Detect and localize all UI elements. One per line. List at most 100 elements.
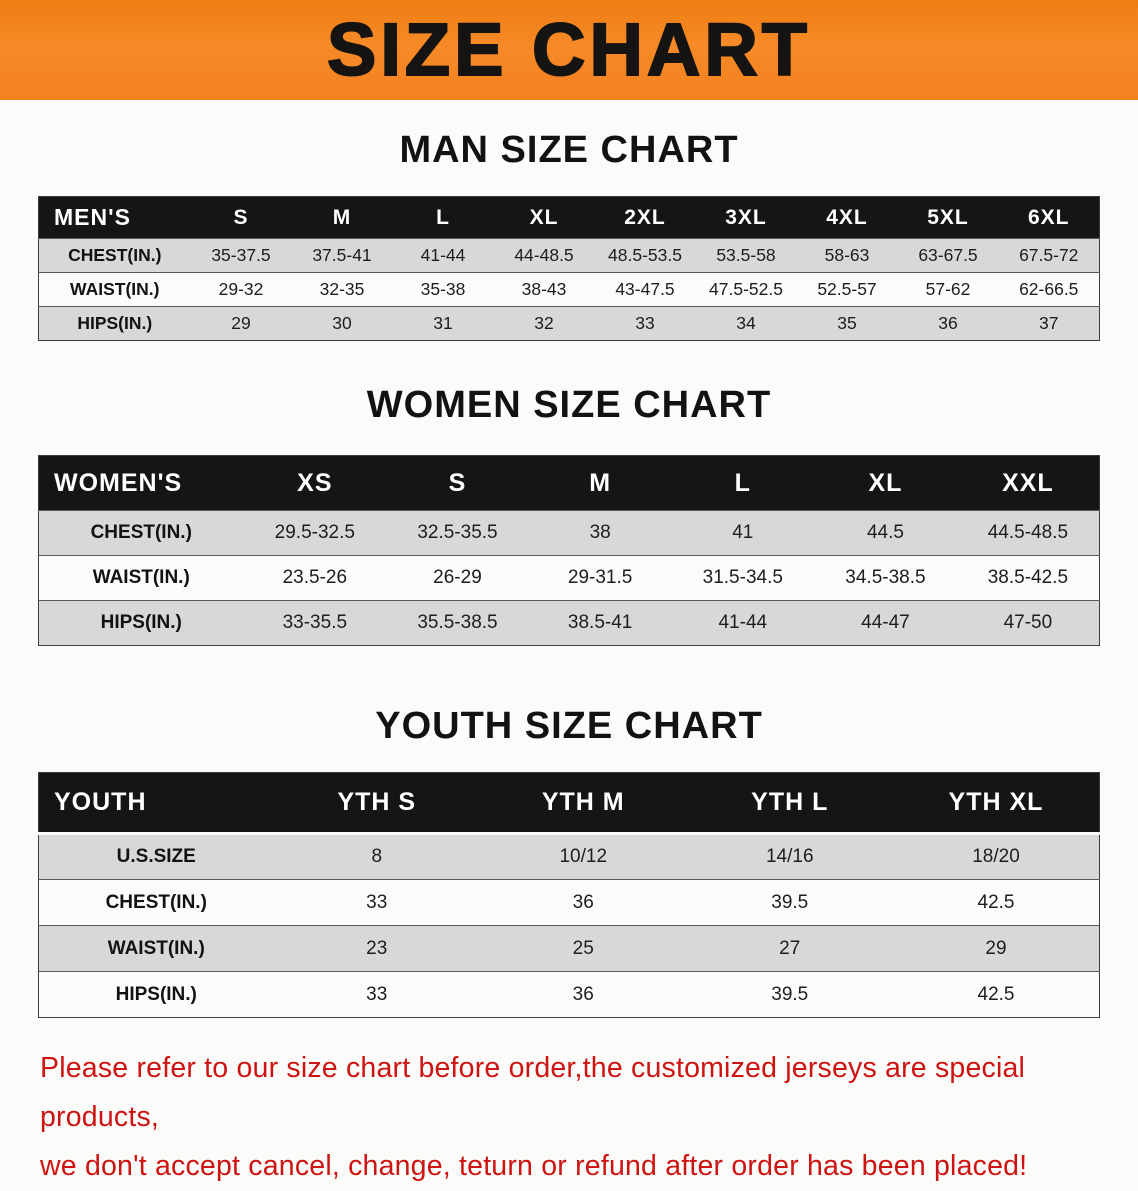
disclaimer: Please refer to our size chart before or…	[40, 1044, 1138, 1191]
men-value-cell: 44-48.5	[514, 245, 574, 265]
women-value-cell: 44.5-48.5	[987, 522, 1069, 543]
women-value-cell: 38	[589, 522, 611, 543]
men-row: CHEST(IN.) 35-37.5 37.5-41 41-44 44-48.5 48.5…	[38, 238, 1100, 273]
women-header-cell: S	[386, 455, 529, 511]
youth-heading: YOUTH SIZE CHART	[375, 705, 763, 747]
women-value-cell: 26-29	[433, 567, 482, 588]
women-value-cell: 29.5-32.5	[274, 522, 355, 543]
women-header-cell: XL	[814, 455, 957, 511]
youth-row: U.S.SIZE 8 10/12 14/16 18/20	[38, 833, 1100, 880]
men-value-cell: 35	[837, 313, 857, 333]
men-header-cell: S	[190, 196, 292, 239]
men-value-cell: 31	[433, 313, 453, 333]
men-heading: MAN SIZE CHART	[399, 129, 739, 171]
men-header-cell: 6XL	[998, 196, 1100, 239]
youth-value-cell: 39.5	[771, 891, 809, 913]
women-value-cell: 29-31.5	[567, 567, 633, 588]
youth-value-cell: 33	[366, 983, 388, 1005]
youth-value-cell: 8	[371, 846, 383, 867]
men-value-cell: 48.5-53.5	[608, 245, 682, 265]
youth-value-cell: 25	[572, 937, 594, 959]
men-row-label: HIPS(IN.)	[77, 313, 153, 333]
men-value-cell: 35-38	[420, 279, 466, 299]
youth-value-cell: 36	[572, 983, 594, 1005]
women-value-cell: 35.5-38.5	[417, 612, 498, 633]
women-value-cell: 32.5-35.5	[417, 522, 498, 543]
men-value-cell: 62-66.5	[1019, 279, 1079, 299]
men-value-cell: 32	[534, 313, 554, 333]
women-row: WAIST(IN.) 23.5-26 26-29 29-31.5 31.5-34.5 34…	[38, 555, 1100, 601]
men-header-label: MEN'S	[38, 196, 191, 239]
youth-value-cell: 36	[572, 891, 594, 913]
youth-value-cell: 10/12	[559, 846, 608, 867]
men-section: MAN SIZE CHART MEN'S S M L XL 2XL 3XL 4XL 5XL 6XL…	[0, 128, 1138, 341]
youth-value-cell: 42.5	[977, 891, 1015, 913]
men-value-cell: 29	[231, 313, 251, 333]
men-header-cell: M	[291, 196, 393, 239]
men-value-cell: 36	[938, 313, 958, 333]
men-value-cell: 38-43	[521, 279, 567, 299]
men-value-cell: 35-37.5	[211, 245, 271, 265]
youth-row-label: WAIST(IN.)	[107, 937, 205, 959]
youth-value-cell: 18/20	[972, 846, 1020, 867]
women-value-cell: 31.5-34.5	[702, 567, 783, 588]
men-header-cell: L	[392, 196, 494, 239]
disclaimer-line-2: we don't accept cancel, change, teturn o…	[40, 1150, 1028, 1182]
men-row: HIPS(IN.) 29 30 31 32 33 34 35 36 37	[38, 306, 1100, 341]
women-value-cell: 38.5-42.5	[987, 567, 1069, 588]
men-value-cell: 37	[1039, 313, 1059, 333]
women-section: WOMEN SIZE CHART WOMEN'S XS S M L XL XXL CHEST…	[0, 383, 1138, 646]
banner-title: SIZE CHART	[326, 8, 811, 91]
men-size-table: MEN'S S M L XL 2XL 3XL 4XL 5XL 6XL CHEST(IN.) 35-3…	[38, 196, 1100, 341]
youth-size-table: YOUTH YTH S YTH M YTH L YTH XL U.S.SIZE 8 10/1…	[38, 772, 1100, 1018]
men-value-cell: 41-44	[420, 245, 466, 265]
men-header-cell: 2XL	[594, 196, 696, 239]
youth-value-cell: 39.5	[771, 983, 809, 1005]
disclaimer-line-1: Please refer to our size chart before or…	[40, 1052, 1026, 1133]
women-value-cell: 38.5-41	[567, 612, 633, 633]
women-header-cell: XS	[243, 455, 387, 511]
youth-header-cell: YTH S	[273, 772, 480, 834]
youth-header-cell: YTH M	[480, 772, 687, 834]
men-value-cell: 53.5-58	[716, 245, 776, 265]
women-size-table: WOMEN'S XS S M L XL XXL CHEST(IN.) 29.5-32.5 32.…	[38, 455, 1100, 646]
youth-value-cell: 33	[366, 891, 388, 913]
youth-table-body: U.S.SIZE 8 10/12 14/16 18/20 CHEST(IN.) 33 36 39…	[38, 833, 1100, 1018]
men-value-cell: 63-67.5	[918, 245, 978, 265]
men-table-body: CHEST(IN.) 35-37.5 37.5-41 41-44 44-48.5 48.5…	[38, 238, 1100, 341]
women-row: HIPS(IN.) 33-35.5 35.5-38.5 38.5-41 41-44 44-…	[38, 600, 1100, 646]
women-row-label: CHEST(IN.)	[90, 522, 192, 543]
youth-header-label: YOUTH	[38, 772, 274, 834]
men-value-cell: 30	[332, 313, 352, 333]
men-value-cell: 32-35	[319, 279, 365, 299]
banner: SIZE CHART	[0, 0, 1138, 100]
youth-row: WAIST(IN.) 23 25 27 29	[38, 925, 1100, 972]
men-value-cell: 37.5-41	[312, 245, 372, 265]
men-value-cell: 34	[736, 313, 756, 333]
women-value-cell: 44.5	[866, 522, 904, 543]
women-table-body: CHEST(IN.) 29.5-32.5 32.5-35.5 38 41 44.5 44.5…	[38, 510, 1100, 646]
men-row-label: CHEST(IN.)	[68, 245, 162, 265]
women-heading: WOMEN SIZE CHART	[366, 384, 772, 426]
men-row: WAIST(IN.) 29-32 32-35 35-38 38-43 43-47.5 47.…	[38, 272, 1100, 307]
men-header-cell: XL	[493, 196, 595, 239]
men-value-cell: 57-62	[925, 279, 971, 299]
youth-row-label: HIPS(IN.)	[115, 983, 197, 1005]
men-value-cell: 29-32	[218, 279, 264, 299]
men-header-cell: 3XL	[695, 196, 797, 239]
youth-value-cell: 42.5	[977, 983, 1015, 1005]
men-value-cell: 67.5-72	[1019, 245, 1079, 265]
youth-header-row: YOUTH YTH S YTH M YTH L YTH XL	[38, 772, 1100, 834]
women-header-label: WOMEN'S	[38, 455, 244, 511]
men-value-cell: 47.5-52.5	[709, 279, 783, 299]
women-row-label: HIPS(IN.)	[100, 612, 182, 633]
women-value-cell: 47-50	[1003, 612, 1053, 633]
women-value-cell: 44-47	[861, 612, 910, 633]
youth-section: YOUTH SIZE CHART YOUTH YTH S YTH M YTH L YTH…	[0, 704, 1138, 1018]
youth-value-cell: 29	[985, 937, 1007, 959]
youth-value-cell: 27	[779, 937, 801, 959]
youth-row: HIPS(IN.) 33 36 39.5 42.5	[38, 971, 1100, 1018]
youth-header-cell: YTH XL	[893, 772, 1100, 834]
women-value-cell: 41	[732, 522, 754, 543]
women-header-cell: XXL	[956, 455, 1100, 511]
